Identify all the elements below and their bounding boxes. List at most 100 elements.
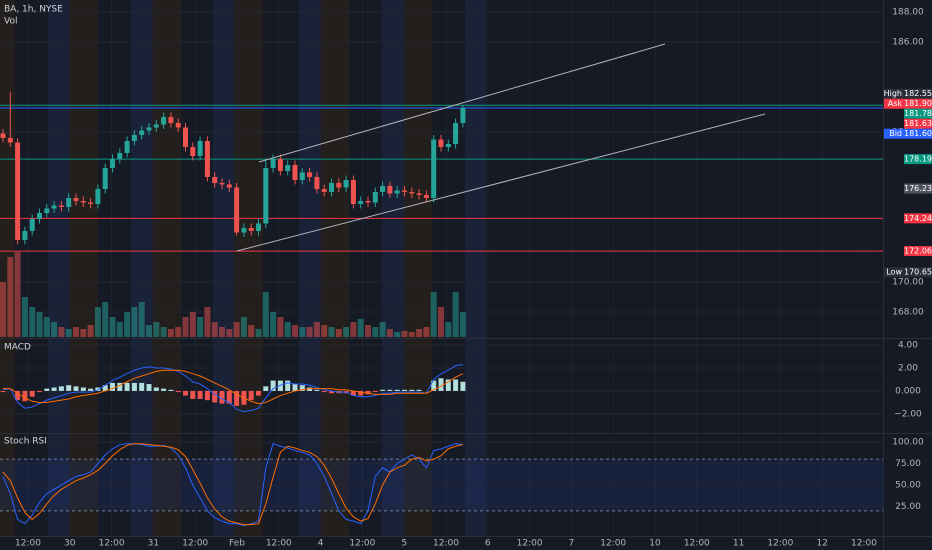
histogram-bar — [110, 382, 115, 391]
candle-body — [37, 212, 42, 219]
candle-body — [380, 185, 386, 192]
x-tick-label: 12:00 — [767, 539, 793, 549]
histogram-bar — [453, 379, 459, 391]
histogram-bar — [365, 390, 371, 395]
candle-body — [226, 184, 232, 188]
x-tick-label: 12:00 — [433, 539, 459, 549]
post-market — [382, 0, 403, 536]
candle-body — [248, 227, 254, 231]
price-label: 181.63 — [904, 119, 932, 128]
x-tick-label: 30 — [64, 539, 76, 549]
pre-market — [152, 0, 181, 536]
y-tick-label: 168.00 — [892, 307, 924, 317]
price-label-box — [904, 98, 932, 109]
candle-body — [402, 190, 407, 192]
volume-bar — [58, 327, 65, 337]
histogram-bar — [102, 385, 108, 391]
histogram-bar — [204, 390, 210, 401]
histogram-bar — [0, 390, 6, 393]
histogram-bar — [146, 384, 152, 391]
volume-bar — [386, 329, 393, 337]
volume-bar — [87, 325, 94, 337]
x-tick-label: 31 — [148, 539, 159, 549]
x-tick-label: 4 — [318, 539, 324, 549]
histogram-bar — [380, 389, 386, 391]
histogram-bar — [402, 389, 407, 391]
volume-bar — [277, 317, 284, 337]
volume-bar — [14, 252, 21, 337]
x-tick-label: 12:00 — [182, 539, 208, 549]
x-tick-label: 12:00 — [266, 539, 292, 549]
volume-bar — [357, 319, 364, 337]
volume-bar — [233, 322, 240, 337]
volume-bar — [452, 292, 459, 337]
pre-market — [320, 0, 349, 536]
chart-title: BA, 1h, NYSE — [4, 5, 63, 15]
candle-body — [299, 172, 305, 180]
volume-bar — [146, 325, 152, 337]
candle-body — [58, 205, 64, 207]
candle-body — [190, 146, 196, 156]
candle-body — [292, 164, 298, 180]
histogram-bar — [51, 387, 57, 391]
pre-market — [69, 0, 98, 536]
histogram-bar — [58, 386, 64, 391]
price-label-name-box — [884, 128, 904, 139]
candle-body — [350, 179, 356, 204]
candle-body — [460, 107, 466, 123]
pre-market — [403, 0, 432, 536]
volume-bar — [313, 322, 320, 337]
histogram-bar — [256, 390, 261, 396]
candle-body — [183, 127, 188, 147]
histogram-bar — [438, 378, 444, 391]
candle-body — [307, 172, 313, 177]
y-tick-label: 0.000 — [895, 386, 921, 396]
volume-bar — [219, 327, 225, 337]
x-tick-label: 12:00 — [349, 539, 375, 549]
volume-bar — [292, 325, 298, 337]
price-label-box — [904, 154, 932, 165]
price-label-name-box — [884, 98, 904, 109]
histogram-bar — [219, 390, 225, 404]
price-label-name: High — [884, 89, 902, 98]
volume-bar — [80, 329, 87, 337]
candle-body — [270, 158, 276, 168]
volume-bar — [328, 327, 335, 337]
channel-line — [258, 43, 666, 163]
histogram-bar — [307, 387, 313, 391]
volume-bar — [102, 302, 109, 337]
x-tick-label: 7 — [569, 539, 575, 549]
candle-body — [197, 140, 203, 156]
price-label: 182.55 — [904, 89, 932, 98]
volume-bar — [51, 322, 58, 337]
volume-bar — [321, 325, 328, 337]
volume-bar — [43, 317, 50, 337]
histogram-bar — [168, 389, 174, 391]
price-label-name-box — [884, 267, 904, 278]
histogram-bar — [431, 380, 437, 391]
y-tick-label: 50.00 — [895, 481, 921, 491]
volume-bar — [401, 331, 408, 337]
price-label: 181.60 — [904, 129, 932, 138]
candle-body — [263, 167, 269, 224]
histogram-bar — [66, 385, 72, 391]
candle-body — [117, 152, 123, 159]
x-tick-label: 5 — [401, 539, 407, 549]
post-market — [299, 0, 320, 536]
histogram-bar — [37, 390, 42, 393]
histogram-bar — [248, 390, 254, 401]
stoch-title: Stoch RSI — [4, 437, 47, 447]
price-label: 181.90 — [904, 99, 932, 108]
candle-body — [15, 142, 21, 240]
x-tick-label: 12:00 — [99, 539, 125, 549]
x-tick-label: 12:00 — [851, 539, 877, 549]
candle-body — [139, 130, 145, 135]
candle-body — [423, 194, 429, 198]
histogram-bar — [416, 389, 422, 391]
histogram-bar — [409, 389, 415, 391]
post-market — [48, 0, 69, 536]
candle-body — [66, 197, 72, 207]
histogram-bar — [175, 390, 181, 393]
